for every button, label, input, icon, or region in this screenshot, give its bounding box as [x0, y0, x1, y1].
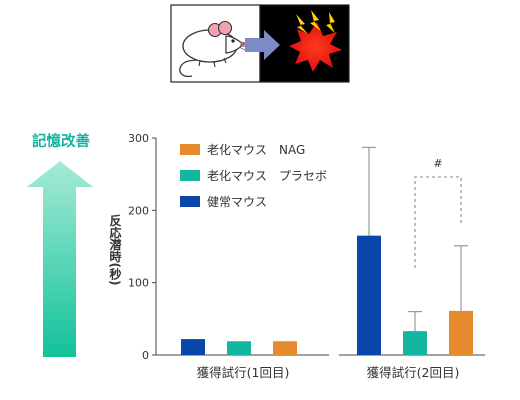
bar-c1-s3 [273, 341, 297, 355]
right-arrow-icon [245, 30, 280, 60]
error-bars [362, 146, 468, 332]
legend-label-3: 健常マウス [207, 195, 267, 209]
y-tick-label-0: 0 [142, 349, 149, 362]
mouse-icon [179, 20, 252, 78]
legend-swatch-1 [180, 144, 200, 155]
bar-c2-s1 [357, 235, 381, 355]
significance-mark-1: # [433, 157, 442, 170]
y-ticks: 0 100 200 300 [128, 132, 156, 362]
y-axis-label: 反応潜時(秒) [108, 213, 122, 285]
shock-illustration [170, 4, 350, 83]
annotations: # [414, 157, 462, 268]
legend-label-1: 老化マウス NAG [207, 143, 305, 157]
bar-c1-s1 [181, 339, 205, 355]
memory-improvement-indicator: 記憶改善 [27, 132, 93, 357]
bar-c2-s3 [449, 310, 473, 355]
y-tick-label-200: 200 [128, 204, 149, 217]
y-tick-label-100: 100 [128, 277, 149, 290]
legend-label-2: 老化マウス プラセボ [207, 169, 327, 183]
bar-c2-s2 [403, 331, 427, 355]
shock-burst-icon [289, 10, 342, 72]
category-label-2: 獲得試行(2回目) [367, 365, 460, 380]
significance-bracket-1 [414, 176, 462, 268]
up-arrow-icon [27, 161, 93, 357]
category-label-1: 獲得試行(1回目) [197, 365, 290, 380]
bars [181, 235, 473, 355]
legend-swatch-3 [180, 196, 200, 207]
legend-swatch-2 [180, 170, 200, 181]
bar-c1-s2 [227, 341, 251, 355]
y-tick-label-300: 300 [128, 132, 149, 145]
memory-improvement-label: 記憶改善 [32, 132, 90, 150]
category-labels: 獲得試行(1回目) 獲得試行(2回目) [197, 365, 460, 380]
